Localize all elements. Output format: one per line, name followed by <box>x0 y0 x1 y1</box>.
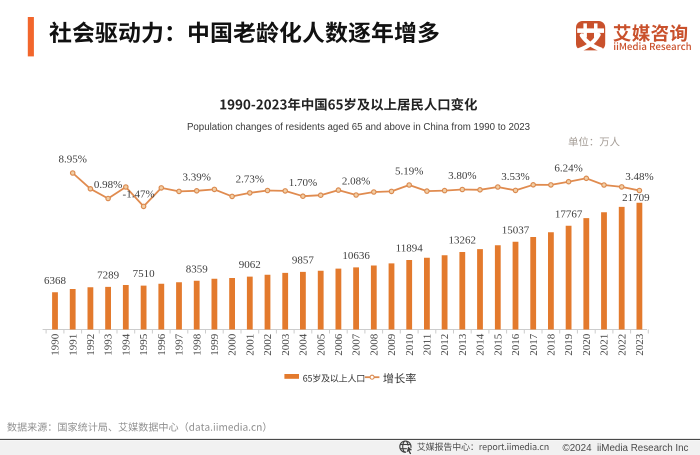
svg-text:2007: 2007 <box>351 333 363 356</box>
svg-text:8.95%: 8.95% <box>58 154 86 166</box>
svg-text:2001: 2001 <box>244 334 256 356</box>
svg-text:1998: 1998 <box>191 333 203 356</box>
svg-text:15037: 15037 <box>502 224 530 236</box>
svg-text:2000: 2000 <box>227 333 239 356</box>
svg-text:2005: 2005 <box>315 333 327 356</box>
svg-text:Population changes of resident: Population changes of residents aged 65 … <box>187 122 530 133</box>
svg-text:7510: 7510 <box>133 268 156 280</box>
svg-text:©2024 iiMedia Research Inc: ©2024 iiMedia Research Inc <box>563 443 689 454</box>
svg-text:2021: 2021 <box>599 334 611 356</box>
svg-text:2015: 2015 <box>492 333 504 356</box>
svg-text:1994: 1994 <box>120 333 132 356</box>
svg-text:1.70%: 1.70% <box>289 177 317 189</box>
svg-text:9857: 9857 <box>292 255 315 267</box>
svg-text:-1.47%: -1.47% <box>123 188 155 200</box>
svg-text:10636: 10636 <box>342 250 370 262</box>
svg-text:3.48%: 3.48% <box>625 171 653 183</box>
svg-text:2002: 2002 <box>262 334 274 356</box>
svg-text:7289: 7289 <box>97 270 120 282</box>
svg-text:2022: 2022 <box>616 334 628 356</box>
svg-text:1992: 1992 <box>85 334 97 356</box>
svg-text:1990: 1990 <box>50 333 62 356</box>
svg-text:1996: 1996 <box>156 333 168 356</box>
svg-text:1993: 1993 <box>103 333 115 356</box>
svg-text:1997: 1997 <box>174 333 186 356</box>
svg-text:3.53%: 3.53% <box>501 171 529 183</box>
svg-text:17767: 17767 <box>555 208 583 220</box>
svg-text:1991: 1991 <box>67 334 79 356</box>
svg-text:21709: 21709 <box>622 192 650 204</box>
svg-text:13262: 13262 <box>449 235 477 247</box>
svg-text:2.73%: 2.73% <box>236 174 264 186</box>
svg-text:9062: 9062 <box>239 259 261 271</box>
svg-text:3.80%: 3.80% <box>448 170 476 182</box>
svg-text:2012: 2012 <box>439 334 451 356</box>
svg-text:0.98%: 0.98% <box>94 179 122 191</box>
svg-text:2003: 2003 <box>280 333 292 356</box>
svg-text:3.39%: 3.39% <box>182 172 210 184</box>
svg-text:2008: 2008 <box>368 333 380 356</box>
svg-text:2018: 2018 <box>546 333 558 356</box>
svg-text:2017: 2017 <box>528 333 540 356</box>
svg-text:2014: 2014 <box>475 333 487 356</box>
svg-text:2023: 2023 <box>634 333 646 356</box>
svg-text:2019: 2019 <box>563 333 575 356</box>
svg-text:11894: 11894 <box>396 243 424 255</box>
svg-text:5.19%: 5.19% <box>395 166 423 178</box>
svg-text:2004: 2004 <box>298 333 310 356</box>
svg-text:2010: 2010 <box>404 333 416 356</box>
svg-text:2016: 2016 <box>510 333 522 356</box>
svg-text:2.08%: 2.08% <box>342 176 370 188</box>
svg-text:8359: 8359 <box>186 263 209 275</box>
svg-text:1999: 1999 <box>209 333 221 356</box>
svg-text:6368: 6368 <box>44 275 67 287</box>
svg-text:2013: 2013 <box>457 333 469 356</box>
svg-text:2009: 2009 <box>386 333 398 356</box>
svg-text:2006: 2006 <box>333 333 345 356</box>
svg-text:6.24%: 6.24% <box>554 162 582 174</box>
svg-text:2020: 2020 <box>581 333 593 356</box>
svg-text:1995: 1995 <box>138 333 150 356</box>
svg-text:2011: 2011 <box>422 334 434 356</box>
